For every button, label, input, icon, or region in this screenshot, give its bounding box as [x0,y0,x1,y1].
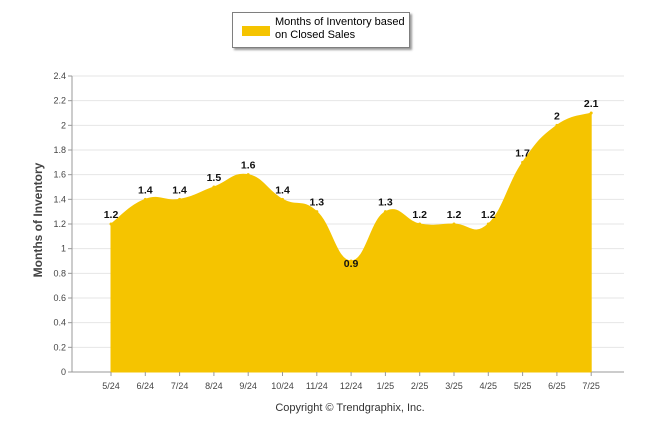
data-label: 1.4 [172,184,187,196]
y-tick-label: 0.8 [53,268,66,278]
data-point [589,111,593,115]
data-point [418,222,422,226]
data-label: 1.7 [515,147,530,159]
data-point [246,173,250,177]
y-tick-label: 1.8 [53,145,66,155]
chart-legend: Months of Inventory based on Closed Sale… [232,12,410,48]
data-point [383,210,387,214]
data-point [486,222,490,226]
y-tick-label: 0.4 [53,318,66,328]
y-tick-label: 0 [61,367,66,377]
x-tick-label: 7/25 [582,381,600,391]
data-label: 1.4 [275,184,290,196]
x-tick-label: 6/24 [137,381,155,391]
y-tick-label: 0.6 [53,293,66,303]
x-tick-label: 2/25 [411,381,429,391]
x-tick-label: 10/24 [271,381,294,391]
y-tick-label: 2 [61,120,66,130]
data-point [143,197,147,201]
data-label: 1.3 [378,197,393,209]
data-label: 1.3 [309,197,324,209]
x-tick-label: 5/25 [514,381,532,391]
x-tick-label: 9/24 [239,381,257,391]
data-label: 1.4 [138,184,153,196]
y-tick-label: 2.4 [53,71,66,81]
data-label: 1.5 [207,172,222,184]
data-point [349,259,353,263]
data-label: 0.9 [344,258,359,270]
x-tick-label: 5/24 [102,381,120,391]
data-point [109,222,113,226]
y-tick-label: 1.2 [53,219,66,229]
copyright-text: Copyright © Trendgraphix, Inc. [275,402,425,414]
data-label: 1.6 [241,160,256,172]
x-tick-label: 6/25 [548,381,566,391]
data-label: 1.2 [104,209,119,221]
legend-label: Months of Inventory based on Closed Sale… [275,16,405,41]
data-label: 1.2 [412,209,427,221]
y-axis-label: Months of Inventory [31,162,45,278]
x-tick-label: 7/24 [171,381,189,391]
x-tick-label: 1/25 [377,381,395,391]
x-tick-label: 4/25 [480,381,498,391]
data-point [281,197,284,201]
data-label: 2.1 [584,98,599,110]
x-tick-label: 8/24 [205,381,223,391]
data-point [555,123,559,127]
y-tick-label: 1 [61,244,66,254]
data-label: 1.2 [481,209,496,221]
data-point [452,222,456,226]
y-tick-label: 1.4 [53,194,66,204]
legend-swatch [242,26,270,36]
x-tick-label: 11/24 [306,381,328,391]
data-label: 2 [554,110,560,122]
x-tick-label: 3/25 [445,381,463,391]
data-point [315,210,319,214]
data-point [521,160,525,164]
y-tick-label: 2.2 [53,96,66,106]
y-tick-label: 1.6 [53,170,66,180]
data-point [212,185,216,189]
data-point [178,197,182,201]
y-tick-label: 0.2 [53,342,66,352]
data-label: 1.2 [447,209,462,221]
x-tick-label: 12/24 [340,381,363,391]
